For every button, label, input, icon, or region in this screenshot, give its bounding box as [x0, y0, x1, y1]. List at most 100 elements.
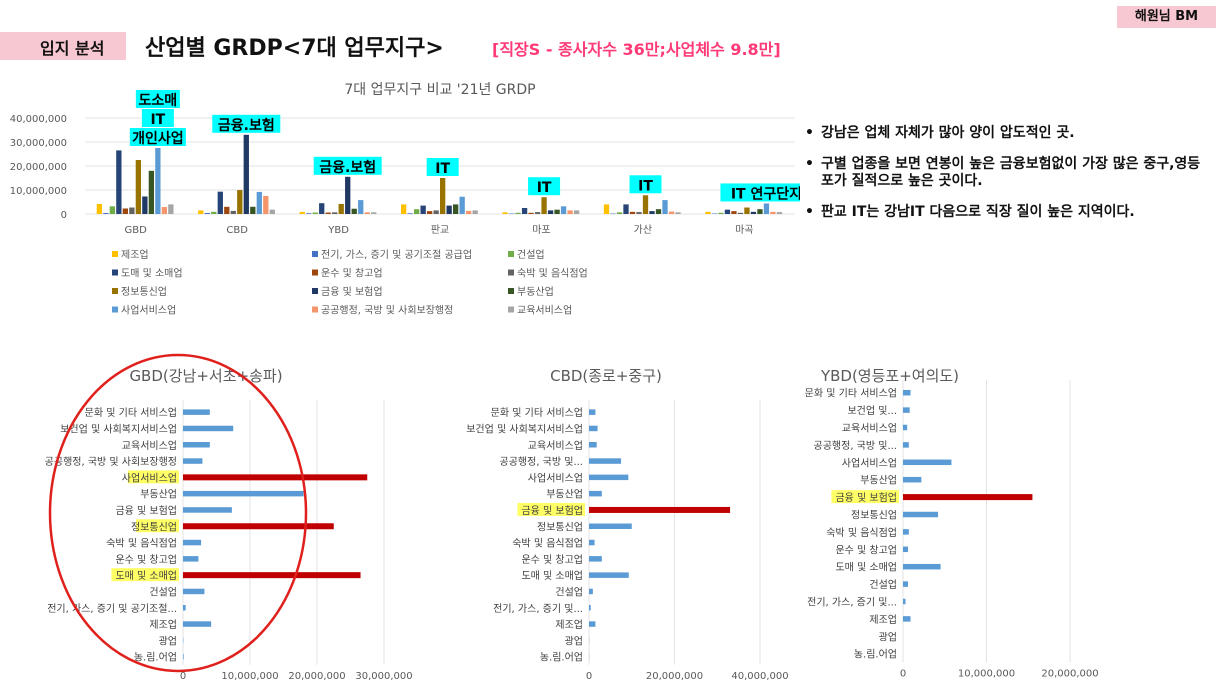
category-label: 교육서비스업 — [842, 422, 897, 435]
legend-swatch — [112, 269, 118, 276]
category-label: 광업 — [565, 634, 583, 647]
bar — [750, 211, 757, 214]
bar — [224, 206, 230, 214]
x-tick-label: CBD — [226, 225, 248, 236]
annotation-label: 도소매 — [139, 93, 178, 109]
bar — [903, 407, 910, 413]
bar — [116, 150, 122, 214]
bar — [589, 605, 591, 611]
category-label: 도매 및 소매업 — [521, 569, 583, 582]
bar — [547, 210, 554, 214]
annotation-label: IT — [537, 180, 552, 196]
category-label: 농.림.어업 — [540, 651, 583, 664]
bar — [534, 212, 541, 214]
legend-label: 운수 및 창고업 — [321, 267, 383, 280]
emphasis-circle — [48, 353, 308, 673]
cbd-industry-chart: CBD(종로+중구) 0 20,000,000 40,000,000 문화 및 기타 서… — [466, 367, 788, 682]
grdp-comparison-chart: 7대 업무지구 비교 '21년 GRDP 0 10,000,000 20,000,00… — [10, 82, 800, 317]
category-label: 보건업 및 사회복지서비스업 — [60, 422, 177, 435]
legend-swatch — [508, 288, 514, 294]
bar — [731, 211, 737, 214]
category-label: 정보통신업 — [131, 520, 177, 533]
ybd-industry-chart: YBD(영등포+여의도) 0 10,000,000 20,000,000 문화 및 기타… — [805, 367, 1099, 679]
gbd-industry-chart: GBD(강남+서초+송파) 0 10,000,000 20,000,000 30,000… — [45, 367, 413, 682]
legend-label: 사업서비스업 — [121, 304, 176, 317]
bar — [903, 442, 909, 448]
legend-swatch — [508, 251, 514, 257]
bar — [351, 208, 357, 214]
x-tick-label: 0 — [586, 671, 592, 682]
annotation-background — [720, 183, 800, 202]
category-label: 사업서비스업 — [842, 456, 897, 469]
legend-label: 도매 및 소매업 — [121, 267, 183, 280]
author-badge: 해원님 BM — [1117, 6, 1216, 28]
bar — [332, 212, 338, 214]
bar — [589, 425, 598, 432]
legend-swatch — [112, 251, 118, 257]
bar — [198, 210, 204, 214]
bar — [183, 621, 212, 627]
category-label: 전기, 가스, 증기 및... — [493, 603, 583, 615]
bar — [521, 208, 528, 214]
bar — [183, 474, 368, 481]
bar — [338, 203, 344, 214]
bar — [183, 490, 304, 497]
bar — [589, 523, 632, 529]
x-tick-label: 10,000,000 — [958, 668, 1015, 679]
category-highlight — [136, 519, 179, 533]
insight-bullets: 강남은 업체 자체가 많아 양이 압도적인 곳. 구별 업종을 보면 연봉이 높… — [805, 125, 1211, 235]
annotation-background — [141, 109, 174, 127]
annotation-label: 금융.보험 — [319, 159, 376, 176]
bar — [554, 209, 560, 214]
bar — [183, 588, 205, 595]
category-label: 광업 — [159, 634, 177, 647]
bar — [589, 572, 629, 578]
legend-label: 전기, 가스, 증기 및 공기조절 공급업 — [321, 248, 472, 261]
bar — [103, 213, 109, 214]
bar — [263, 196, 269, 214]
category-label: 제조업 — [555, 618, 583, 631]
legend-label: 정보통신업 — [121, 285, 167, 298]
bar — [358, 200, 364, 214]
bar — [299, 211, 305, 214]
category-label: 사업서비스업 — [122, 471, 177, 484]
category-highlight — [127, 470, 179, 484]
x-tick-label: 판교 — [431, 224, 449, 236]
category-label: 문화 및 기타 서비스업 — [805, 387, 897, 400]
category-label: 공공행정, 국방 및... — [500, 456, 583, 468]
category-label: 숙박 및 음식점업 — [106, 537, 177, 550]
category-label: 제조업 — [869, 613, 897, 626]
bar — [629, 211, 636, 214]
category-label: 도매 및 소매업 — [835, 561, 897, 574]
bar — [96, 203, 103, 214]
legend-swatch — [508, 269, 514, 276]
bar — [155, 148, 161, 214]
x-tick-label: 가산 — [634, 224, 652, 236]
category-label: 보건업 및... — [847, 404, 897, 417]
bar — [433, 210, 439, 214]
bar — [183, 442, 210, 448]
annotation-background — [212, 114, 281, 133]
legend-swatch — [112, 288, 118, 294]
emphasis-circle-shape — [48, 353, 308, 673]
bar — [662, 200, 668, 214]
bar — [589, 506, 731, 513]
bar — [589, 458, 622, 464]
bar — [636, 212, 642, 214]
bar — [364, 212, 370, 214]
bar — [129, 207, 135, 214]
bar — [589, 474, 629, 481]
section-tag: 입지 분석 — [40, 39, 105, 58]
bar — [903, 511, 939, 518]
bar — [616, 212, 623, 214]
annotation-background — [135, 90, 180, 108]
bar — [371, 212, 377, 214]
category-label: 농.림.어업 — [854, 648, 897, 661]
category-label: 부동산업 — [860, 474, 897, 487]
bar — [109, 206, 116, 214]
bar — [903, 546, 909, 553]
bar — [589, 409, 596, 415]
legend-label: 건설업 — [517, 248, 545, 261]
y-tick-label: 30,000,000 — [10, 138, 67, 149]
bar — [306, 213, 312, 214]
